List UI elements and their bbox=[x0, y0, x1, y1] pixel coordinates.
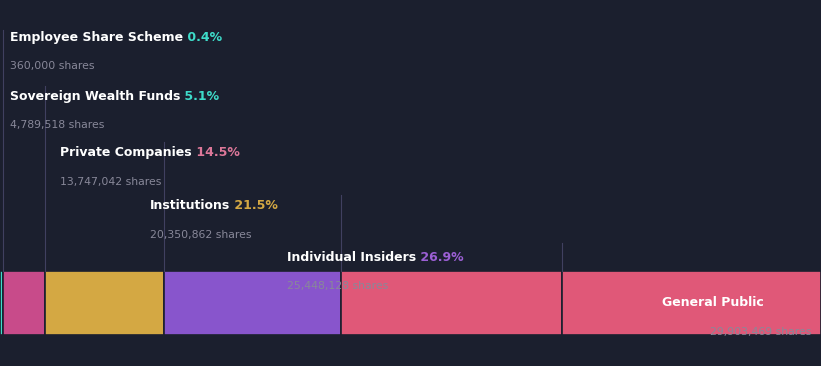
Bar bbox=[341, 271, 562, 335]
Text: 4,789,518 shares: 4,789,518 shares bbox=[10, 120, 104, 130]
Text: 13,747,042 shares: 13,747,042 shares bbox=[60, 177, 161, 187]
Text: General Public: General Public bbox=[662, 296, 764, 310]
Bar bbox=[0, 271, 3, 335]
Text: Sovereign Wealth Funds: Sovereign Wealth Funds bbox=[10, 90, 181, 103]
Text: 360,000 shares: 360,000 shares bbox=[10, 61, 94, 71]
Text: 20,350,862 shares: 20,350,862 shares bbox=[150, 230, 252, 240]
Text: 25,448,128 shares: 25,448,128 shares bbox=[287, 281, 388, 291]
Text: Institutions: Institutions bbox=[150, 199, 231, 213]
Text: 5.1%: 5.1% bbox=[181, 90, 219, 103]
Bar bbox=[562, 271, 821, 335]
Bar bbox=[3, 271, 45, 335]
Text: 26.9%: 26.9% bbox=[416, 251, 464, 264]
Text: 21.5%: 21.5% bbox=[231, 199, 278, 213]
Text: Employee Share Scheme: Employee Share Scheme bbox=[10, 31, 183, 44]
Bar bbox=[164, 271, 341, 335]
Text: 0.4%: 0.4% bbox=[183, 31, 222, 44]
Text: 14.5%: 14.5% bbox=[191, 146, 240, 160]
Text: Individual Insiders: Individual Insiders bbox=[287, 251, 416, 264]
Bar bbox=[45, 271, 164, 335]
Text: 31.6%: 31.6% bbox=[764, 296, 811, 310]
Text: Private Companies: Private Companies bbox=[60, 146, 191, 160]
Text: 29,903,469 shares: 29,903,469 shares bbox=[710, 327, 811, 337]
